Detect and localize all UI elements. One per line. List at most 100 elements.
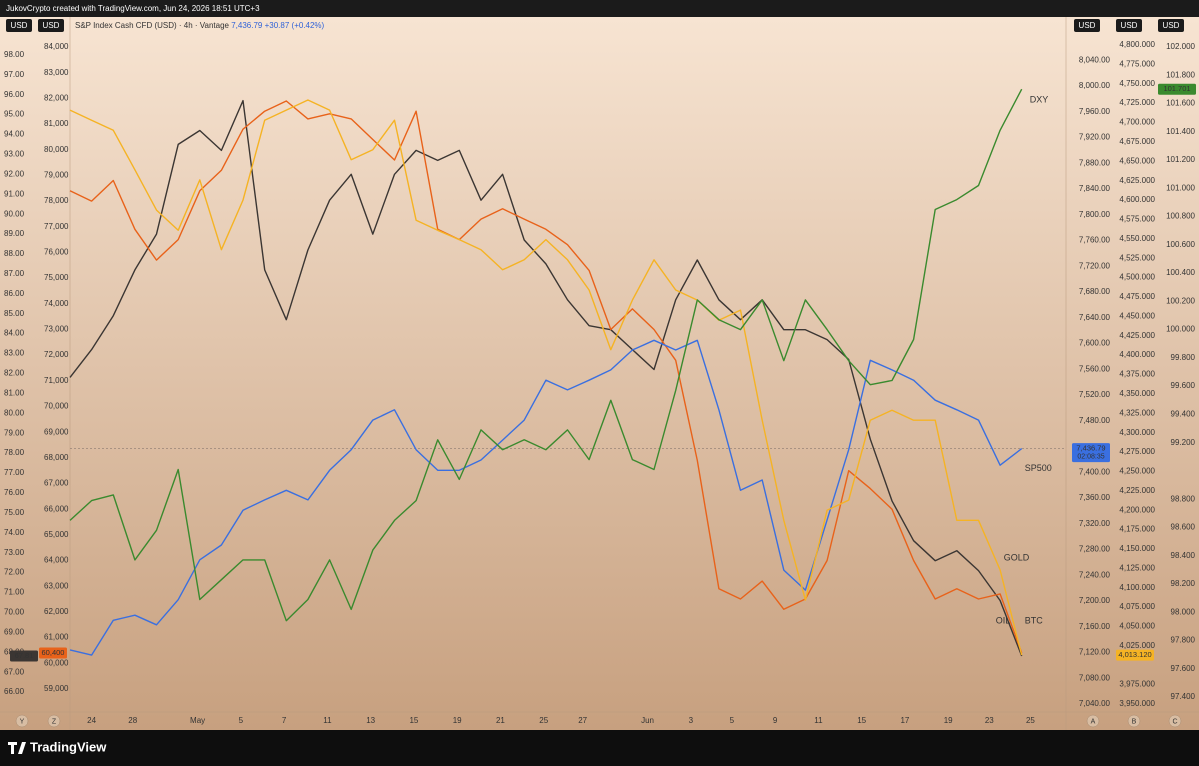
price-badge bbox=[39, 647, 67, 659]
currency-button[interactable] bbox=[6, 19, 32, 32]
x-tick-label: 13 bbox=[366, 716, 375, 725]
y-tick-label: 69.00 bbox=[4, 627, 25, 636]
price-badge bbox=[1158, 83, 1196, 95]
y-tick-label: 7,160.00 bbox=[1079, 622, 1111, 631]
y-tick-label: 7,480.00 bbox=[1079, 416, 1111, 425]
currency-button[interactable] bbox=[1074, 19, 1100, 32]
y-tick-label: 7,400.00 bbox=[1079, 467, 1111, 476]
y-tick-label: 94.00 bbox=[4, 130, 25, 139]
y-tick-label: 7,280.00 bbox=[1079, 545, 1111, 554]
y-tick-label: 7,320.00 bbox=[1079, 519, 1111, 528]
axis-button[interactable] bbox=[1086, 714, 1100, 728]
currency-button[interactable] bbox=[38, 19, 64, 32]
x-tick-label: 11 bbox=[814, 716, 823, 725]
y-tick-label: 76.00 bbox=[4, 488, 25, 497]
y-tick-label: 63,000 bbox=[44, 581, 69, 590]
y-tick-label: 96.00 bbox=[4, 90, 25, 99]
axis-button-label: Y bbox=[20, 718, 25, 725]
axis-button[interactable] bbox=[1127, 714, 1141, 728]
y-tick-label: 70,000 bbox=[44, 402, 69, 411]
y-tick-label: 7,360.00 bbox=[1079, 493, 1111, 502]
y-tick-label: 4,600.000 bbox=[1119, 195, 1155, 204]
y-tick-label: 93.00 bbox=[4, 150, 25, 159]
currency-button[interactable] bbox=[1158, 19, 1184, 32]
y-tick-label: 7,760.00 bbox=[1079, 236, 1111, 245]
y-tick-label: 4,375.000 bbox=[1119, 370, 1155, 379]
series-line bbox=[69, 99, 1023, 657]
axis-button[interactable] bbox=[1168, 714, 1182, 728]
y-tick-label: 74,000 bbox=[44, 299, 69, 308]
brand[interactable]: TradingView bbox=[30, 739, 107, 754]
y-tick-label: 98.000 bbox=[1171, 607, 1196, 616]
y-tick-label: 4,500.000 bbox=[1119, 273, 1155, 282]
y-tick-label: 4,200.000 bbox=[1119, 505, 1155, 514]
y-tick-label: 65,000 bbox=[44, 530, 69, 539]
y-tick-label: 83,000 bbox=[44, 68, 69, 77]
y-tick-label: 4,800.000 bbox=[1119, 40, 1155, 49]
y-tick-label: 4,750.000 bbox=[1119, 79, 1155, 88]
y-tick-label: 66.00 bbox=[4, 687, 25, 696]
series-line bbox=[69, 339, 1023, 656]
y-tick-label: 8,040.00 bbox=[1079, 55, 1111, 64]
axis-button[interactable] bbox=[47, 714, 61, 728]
x-tick-label: Jun bbox=[641, 716, 654, 725]
y-tick-label: 90.00 bbox=[4, 209, 25, 218]
logo-icon bbox=[8, 742, 26, 754]
x-tick-label: 25 bbox=[539, 716, 548, 725]
x-tick-label: 11 bbox=[323, 716, 332, 725]
y-tick-label: 4,075.000 bbox=[1119, 602, 1155, 611]
y-tick-label: 4,550.000 bbox=[1119, 234, 1155, 243]
y-tick-label: 77,000 bbox=[44, 222, 69, 231]
y-tick-label: 4,050.000 bbox=[1119, 622, 1155, 631]
y-tick-label: 4,425.000 bbox=[1119, 331, 1155, 340]
x-tick-label: 21 bbox=[496, 716, 505, 725]
currency-label: USD bbox=[1163, 21, 1180, 30]
y-tick-label: 4,650.000 bbox=[1119, 156, 1155, 165]
axis-button-label: C bbox=[1172, 718, 1177, 725]
y-tick-label: 99.600 bbox=[1171, 381, 1196, 390]
legend-price: 7,436.79 bbox=[231, 21, 263, 30]
y-tick-label: 72,000 bbox=[44, 350, 69, 359]
y-tick-label: 4,125.000 bbox=[1119, 563, 1155, 572]
y-tick-label: 98.800 bbox=[1171, 494, 1196, 503]
y-tick-label: 70.00 bbox=[4, 608, 25, 617]
y-tick-label: 4,450.000 bbox=[1119, 311, 1155, 320]
y-tick-label: 7,920.00 bbox=[1079, 133, 1111, 142]
y-tick-label: 77.00 bbox=[4, 468, 25, 477]
series-line bbox=[69, 100, 1023, 654]
y-tick-label: 101.600 bbox=[1166, 99, 1195, 108]
x-tick-label: May bbox=[190, 716, 205, 725]
y-tick-label: 81.00 bbox=[4, 388, 25, 397]
y-tick-label: 87.00 bbox=[4, 269, 25, 278]
price-badge bbox=[1116, 649, 1154, 661]
y-tick-label: 81,000 bbox=[44, 119, 69, 128]
y-tick-label: 66,000 bbox=[44, 504, 69, 513]
y-tick-label: 4,225.000 bbox=[1119, 486, 1155, 495]
axis-button[interactable] bbox=[15, 714, 29, 728]
y-tick-label: 7,600.00 bbox=[1079, 339, 1111, 348]
y-tick-label: 100.800 bbox=[1166, 212, 1195, 221]
x-tick-label: 15 bbox=[409, 716, 418, 725]
price-badge bbox=[1072, 443, 1110, 463]
y-tick-label: 7,800.00 bbox=[1079, 210, 1111, 219]
y-tick-label: 99.800 bbox=[1171, 353, 1196, 362]
y-tick-label: 3,975.000 bbox=[1119, 680, 1155, 689]
y-tick-label: 4,325.000 bbox=[1119, 408, 1155, 417]
y-tick-label: 4,025.000 bbox=[1119, 641, 1155, 650]
y-tick-label: 4,400.000 bbox=[1119, 350, 1155, 359]
x-tick-label: 27 bbox=[578, 716, 587, 725]
series-label: OIL bbox=[996, 615, 1011, 625]
y-tick-label: 71.00 bbox=[4, 588, 25, 597]
y-tick-label: 7,200.00 bbox=[1079, 596, 1111, 605]
y-tick-label: 99.400 bbox=[1171, 409, 1196, 418]
y-tick-label: 7,640.00 bbox=[1079, 313, 1111, 322]
x-tick-label: 19 bbox=[453, 716, 462, 725]
price-badge-label: 60,400 bbox=[42, 648, 65, 657]
y-tick-label: 97.800 bbox=[1171, 636, 1196, 645]
currency-button[interactable] bbox=[1116, 19, 1142, 32]
y-tick-label: 101.800 bbox=[1166, 70, 1195, 79]
y-tick-label: 97.400 bbox=[1171, 692, 1196, 701]
y-tick-label: 4,625.000 bbox=[1119, 176, 1155, 185]
y-tick-label: 68,000 bbox=[44, 453, 69, 462]
series-line bbox=[69, 99, 1023, 656]
